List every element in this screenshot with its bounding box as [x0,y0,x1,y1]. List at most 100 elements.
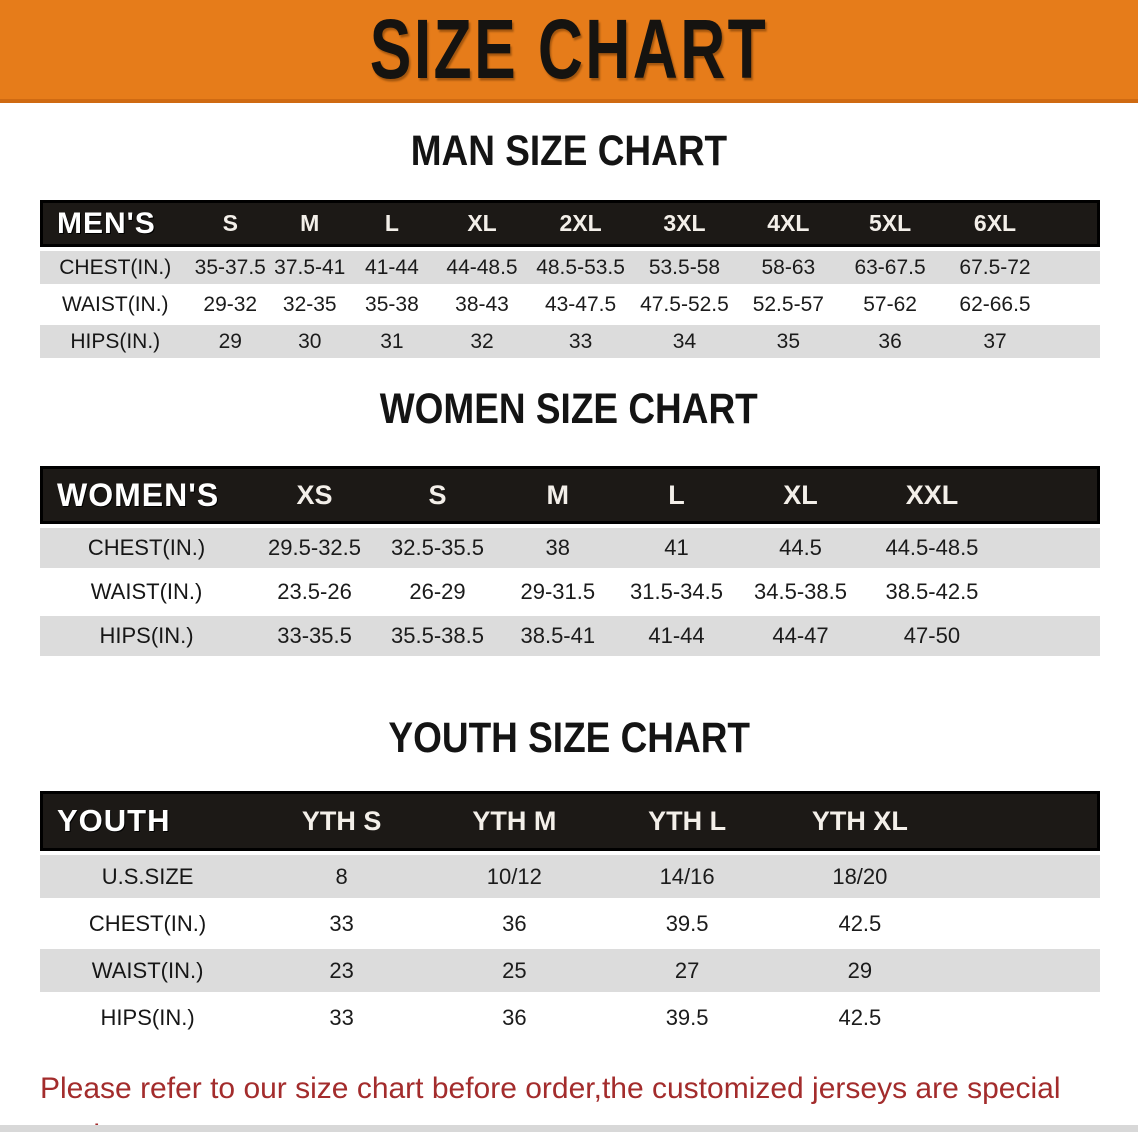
size-value-cell: 33 [255,996,428,1039]
youth-row-hips-in.-: HIPS(IN.) 33 36 39.5 42.5 [40,996,1100,1039]
row-label: U.S.SIZE [40,855,256,898]
size-value-cell: 36 [427,996,601,1039]
women-row-waist-in.-: WAIST(IN.) 23.5-26 26-29 29-31.5 31.5-34.5 34… [40,572,1100,612]
youth-corner-label: YOUTH [40,791,256,851]
row-label: HIPS(IN.) [40,325,191,358]
size-value-cell: 44.5-48.5 [864,528,1000,568]
size-value-cell: 26-29 [376,572,499,612]
size-value-cell: 29-32 [190,288,271,321]
size-value-cell: 29 [773,949,947,992]
section-title-women: WOMEN SIZE CHART [0,386,1138,432]
men-size-header-m: M [270,200,350,247]
row-spacer [1049,288,1100,321]
men-size-table-container: MEN'S S M L XL 2XL 3XL 4XL 5XL 6XL CHEST(IN.) 35-37… [40,196,1100,362]
size-value-cell: 35-37.5 [190,251,271,284]
size-value-cell: 23 [255,949,428,992]
size-value-cell: 38.5-41 [498,616,617,656]
women-row-chest-in.-: CHEST(IN.) 29.5-32.5 32.5-35.5 38 41 44.5 44.5… [40,528,1100,568]
size-value-cell: 32 [434,325,530,358]
size-value-cell: 33 [255,902,428,945]
size-value-cell: 29-31.5 [498,572,617,612]
size-value-cell: 39.5 [600,902,774,945]
size-value-cell: 52.5-57 [737,288,840,321]
size-value-cell: 37 [940,325,1050,358]
size-value-cell: 14/16 [600,855,774,898]
size-value-cell: 48.5-53.5 [529,251,632,284]
women-header-row: WOMEN'S XS S M L XL XXL [40,466,1100,524]
banner-title: SIZE CHART [369,1,769,97]
youth-header-row: YOUTH YTH S YTH M YTH L YTH XL [40,791,1100,851]
size-value-cell: 36 [427,902,601,945]
row-spacer [999,616,1100,656]
section-title-youth: YOUTH SIZE CHART [0,715,1138,761]
size-value-cell: 47.5-52.5 [631,288,738,321]
size-value-cell: 44-48.5 [434,251,530,284]
youth-size-header-yth-m: YTH M [427,791,601,851]
size-value-cell: 35 [737,325,840,358]
men-size-table: MEN'S S M L XL 2XL 3XL 4XL 5XL 6XL CHEST(IN.) 35-37… [40,196,1100,362]
size-value-cell: 38-43 [434,288,530,321]
men-row-hips-in.-: HIPS(IN.) 29 30 31 32 33 34 35 36 37 [40,325,1100,358]
section-title-youth-text: YOUTH SIZE CHART [388,714,750,762]
size-value-cell: 38.5-42.5 [864,572,1000,612]
size-value-cell: 23.5-26 [253,572,377,612]
youth-size-header-yth-l: YTH L [600,791,774,851]
women-header-spacer [999,466,1100,524]
youth-size-header-yth-xl: YTH XL [773,791,947,851]
men-size-header-l: L [349,200,435,247]
section-title-men: MAN SIZE CHART [0,128,1138,174]
women-size-header-xl: XL [736,466,865,524]
size-value-cell: 53.5-58 [631,251,738,284]
size-value-cell: 36 [839,325,941,358]
size-value-cell: 39.5 [600,996,774,1039]
women-size-header-m: M [498,466,617,524]
women-row-hips-in.-: HIPS(IN.) 33-35.5 35.5-38.5 38.5-41 41-44 44-… [40,616,1100,656]
row-label: CHEST(IN.) [40,528,254,568]
men-row-chest-in.-: CHEST(IN.) 35-37.5 37.5-41 41-44 44-48.5 48.5… [40,251,1100,284]
women-corner-label: WOMEN'S [40,466,254,524]
row-label: HIPS(IN.) [40,996,256,1039]
row-spacer [946,949,1100,992]
size-value-cell: 67.5-72 [940,251,1050,284]
row-spacer [946,855,1100,898]
size-value-cell: 63-67.5 [839,251,941,284]
size-value-cell: 27 [600,949,774,992]
men-corner-label: MEN'S [40,200,191,247]
size-value-cell: 8 [255,855,428,898]
men-row-waist-in.-: WAIST(IN.) 29-32 32-35 35-38 38-43 43-47.5 47.… [40,288,1100,321]
size-value-cell: 37.5-41 [270,251,350,284]
size-value-cell: 35.5-38.5 [376,616,499,656]
women-size-table: WOMEN'S XS S M L XL XXL CHEST(IN.) 29.5-32.5 32.5… [40,462,1100,660]
size-value-cell: 31 [349,325,435,358]
size-value-cell: 34 [631,325,738,358]
women-size-header-xs: XS [253,466,377,524]
men-size-header-s: S [190,200,271,247]
size-value-cell: 34.5-38.5 [736,572,865,612]
size-value-cell: 29.5-32.5 [253,528,377,568]
size-value-cell: 29 [190,325,271,358]
size-value-cell: 42.5 [773,996,947,1039]
size-value-cell: 62-66.5 [940,288,1050,321]
row-spacer [946,902,1100,945]
row-label: HIPS(IN.) [40,616,254,656]
row-label: WAIST(IN.) [40,572,254,612]
size-value-cell: 41-44 [616,616,737,656]
disclaimer-line-1: Please refer to our size chart before or… [40,1072,1061,1132]
women-size-header-l: L [616,466,737,524]
row-spacer [946,996,1100,1039]
youth-header-spacer [946,791,1100,851]
youth-size-table-container: YOUTH YTH S YTH M YTH L YTH XL U.S.SIZE 8 10/12… [40,787,1100,1043]
row-label: WAIST(IN.) [40,288,191,321]
men-size-header-2xl: 2XL [529,200,632,247]
youth-size-table: YOUTH YTH S YTH M YTH L YTH XL U.S.SIZE 8 10/12… [40,787,1100,1043]
men-size-header-6xl: 6XL [940,200,1050,247]
size-value-cell: 44.5 [736,528,865,568]
men-header-spacer [1049,200,1100,247]
row-spacer [1049,325,1100,358]
row-spacer [1049,251,1100,284]
youth-row-u.s.size: U.S.SIZE 8 10/12 14/16 18/20 [40,855,1100,898]
size-value-cell: 43-47.5 [529,288,632,321]
youth-row-waist-in.-: WAIST(IN.) 23 25 27 29 [40,949,1100,992]
men-size-header-5xl: 5XL [839,200,941,247]
bottom-edge-strip [0,1125,1138,1132]
